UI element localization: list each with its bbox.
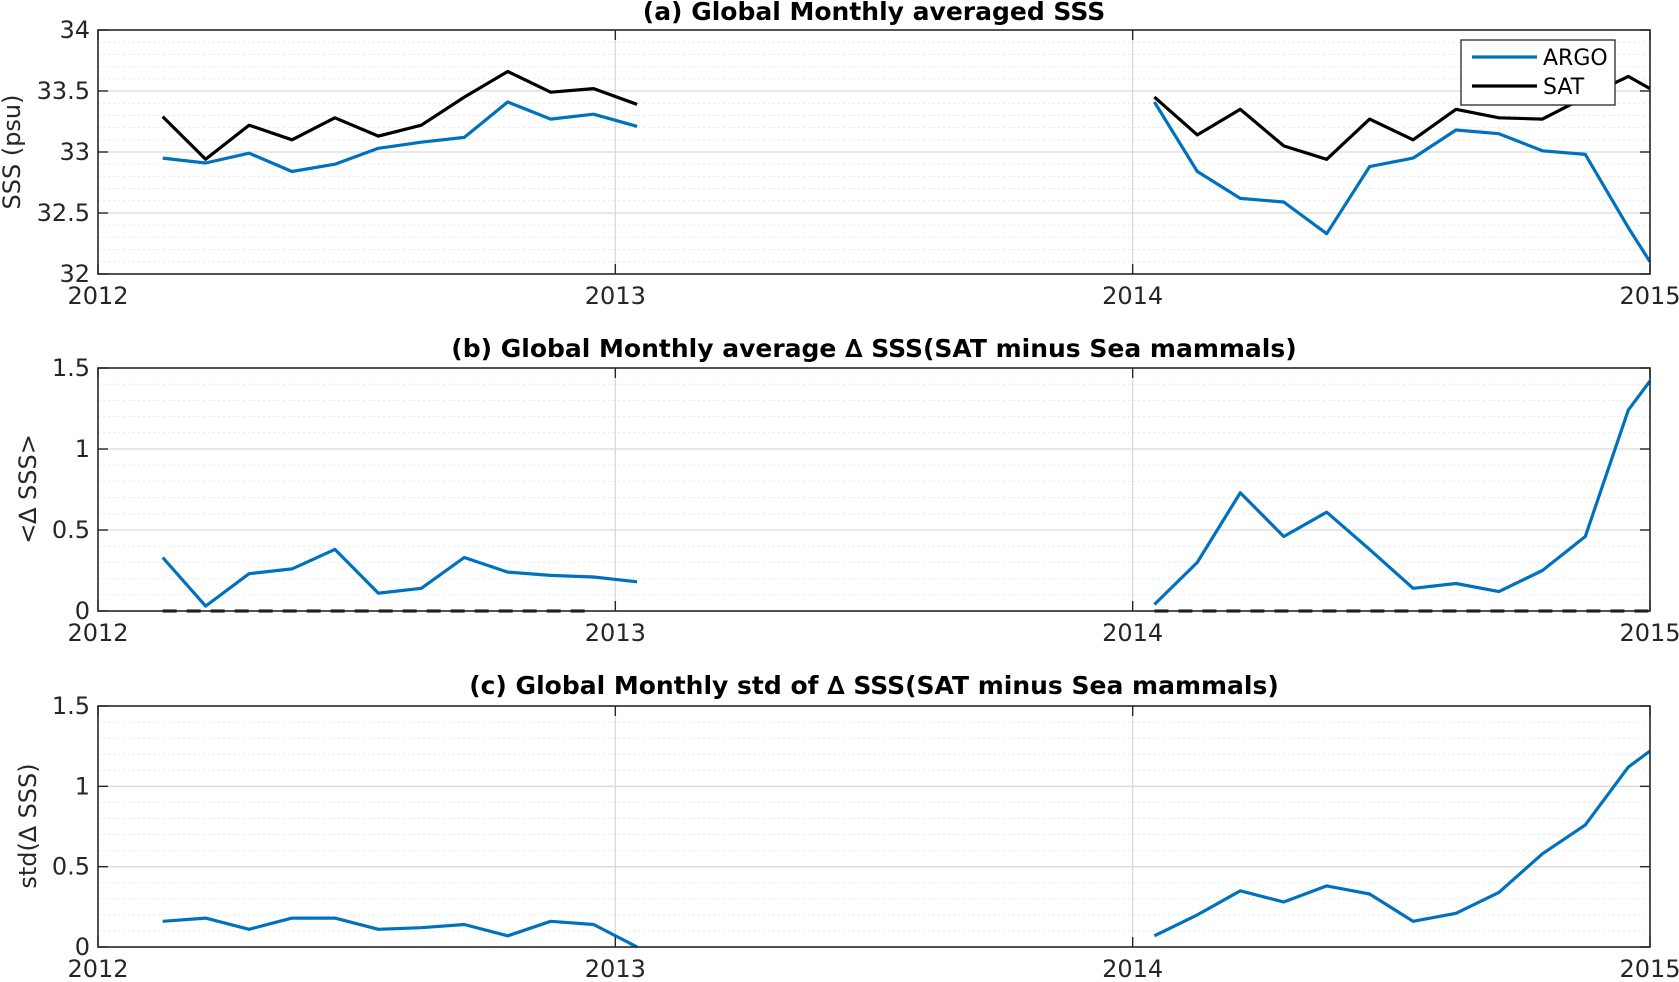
- x-tick-label: 2013: [585, 619, 646, 647]
- panel-b-series: [161, 380, 1652, 608]
- y-tick-label: 0.5: [52, 853, 90, 881]
- x-tick-label: 2014: [1102, 955, 1163, 982]
- y-tick-label: 33.5: [37, 77, 90, 105]
- x-tick-label: 2015: [1619, 619, 1679, 647]
- series-line-series-0-segment-1: [161, 547, 638, 608]
- series-line-series-0-segment-1: [162, 916, 638, 949]
- panel-c-series: [162, 749, 1651, 949]
- x-tick-label: 2014: [1102, 619, 1163, 647]
- series-line-sat-segment-1: [161, 69, 638, 161]
- panel-b-ticks: 0 0.5 1 1.5 2012 2013 2014 2015: [52, 354, 1679, 647]
- panel-a-ticks: 32 32.5 33 33.5 34 2012 2013 2014 2015: [37, 16, 1679, 310]
- y-tick-label: 33: [59, 138, 90, 166]
- y-tick-label: 1: [75, 435, 90, 463]
- panel-a-grid: [98, 30, 1650, 274]
- panel-c-ticks: 0 0.5 1 1.5 2012 2013 2014 2015: [52, 692, 1679, 982]
- series-line-series-0-segment-2: [1153, 380, 1652, 606]
- y-tick-label: 32.5: [37, 199, 90, 227]
- y-tick-label: 0.5: [52, 516, 90, 544]
- x-tick-label: 2012: [67, 619, 128, 647]
- panel-c-title: (c) Global Monthly std of ∆ SSS(SAT minu…: [469, 671, 1279, 700]
- series-line-series-0-segment-2: [1153, 749, 1651, 938]
- panel-c-ylabel: std(∆ SSS): [14, 763, 42, 888]
- panel-b-ylabel: <∆ SSS>: [14, 434, 42, 544]
- y-tick-label: 1.5: [52, 354, 90, 382]
- x-tick-label: 2015: [1619, 282, 1679, 310]
- legend-label-sat: SAT: [1543, 75, 1585, 100]
- x-tick-label: 2015: [1619, 955, 1679, 982]
- y-tick-label: 32: [59, 260, 90, 288]
- x-tick-label: 2013: [585, 955, 646, 982]
- panel-b: (b) Global Monthly average ∆ SSS(SAT min…: [14, 334, 1679, 647]
- panel-b-grid: [98, 368, 1650, 611]
- panel-b-title: (b) Global Monthly average ∆ SSS(SAT min…: [451, 334, 1296, 363]
- y-tick-label: 0: [75, 933, 90, 961]
- y-tick-label: 1: [75, 772, 90, 800]
- panel-c: (c) Global Monthly std of ∆ SSS(SAT minu…: [14, 671, 1679, 982]
- x-tick-label: 2013: [585, 282, 646, 310]
- panel-a-legend: ARGO SAT: [1460, 39, 1616, 106]
- x-tick-label: 2012: [67, 955, 128, 982]
- panel-a: (a) Global Monthly averaged SSS 32 32.5 33…: [0, 0, 1679, 310]
- panel-a-title: (a) Global Monthly averaged SSS: [643, 0, 1105, 26]
- panel-c-axes-box: [97, 705, 1651, 948]
- series-line-argo-segment-1: [162, 100, 638, 174]
- x-tick-label: 2014: [1102, 282, 1163, 310]
- panel-c-grid: [98, 706, 1650, 947]
- y-tick-label: 0: [75, 597, 90, 625]
- x-tick-label: 2012: [67, 282, 128, 310]
- y-tick-label: 1.5: [52, 692, 90, 720]
- series-line-argo-segment-2: [1153, 101, 1652, 263]
- legend-label-argo: ARGO: [1543, 46, 1608, 71]
- y-tick-label: 34: [59, 16, 90, 44]
- legend-box: [1460, 39, 1616, 106]
- panel-b-axes-box: [97, 367, 1651, 612]
- panel-a-ylabel: SSS (psu): [0, 94, 26, 209]
